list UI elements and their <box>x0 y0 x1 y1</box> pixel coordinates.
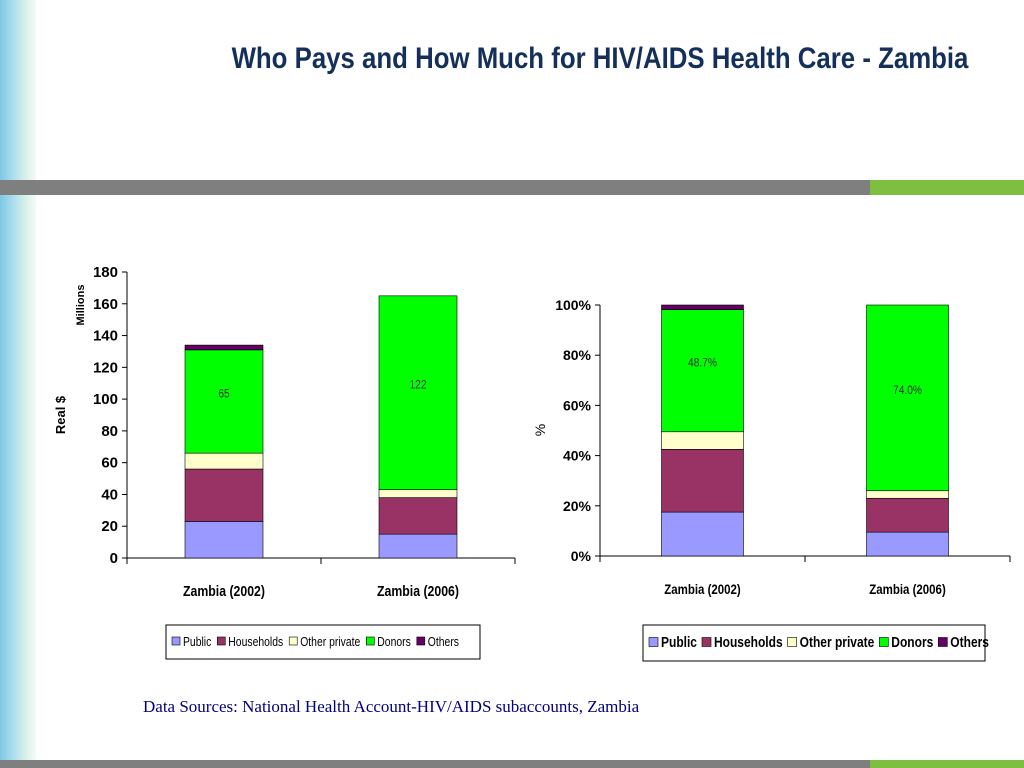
chart1-bar-households <box>378 497 458 535</box>
chart2-legend-swatch <box>701 637 712 647</box>
chart2-bar-donors <box>661 309 744 433</box>
chart2-y-tick-label: 20% <box>563 498 592 514</box>
chart1-category-label: Zambia (2002) <box>183 583 265 599</box>
chart1-legend-label: Others <box>428 635 459 649</box>
chart1-y-axis-label: Real $ <box>53 395 68 434</box>
chart2-bar-public <box>866 531 949 557</box>
chart2-legend-swatch <box>648 637 659 647</box>
chart2-legend-label: Public <box>661 634 697 651</box>
chart1-legend-swatch <box>288 636 298 646</box>
chart2-legend-swatch <box>938 637 948 647</box>
chart1-data-label: 122 <box>409 379 426 392</box>
chart2-y-tick-label: 60% <box>563 397 592 413</box>
chart2-legend-label: Households <box>714 634 783 651</box>
chart1-y-tick-label: 180 <box>93 264 118 281</box>
chart2-legend-label: Others <box>950 634 989 651</box>
chart1-category-label: Zambia (2006) <box>377 583 459 599</box>
chart1-y-tick-label: 160 <box>93 296 118 313</box>
chart1-bar-public <box>378 533 458 559</box>
chart2-legend-swatch <box>879 637 889 647</box>
chart1-legend-label: Other private <box>300 635 360 649</box>
left-decorative-stripe <box>0 0 36 768</box>
chart2-data-label: 74.0% <box>893 384 922 397</box>
top-divider-gray <box>0 180 870 195</box>
bottom-divider-gray <box>0 760 870 768</box>
chart2-bar-households <box>661 449 744 513</box>
chart2-bar-other-private <box>866 490 949 499</box>
chart2-category-label: Zambia (2002) <box>664 581 741 597</box>
page-title: Who Pays and How Much for HIV/AIDS Healt… <box>231 42 969 75</box>
chart1-y-tick-label: 80 <box>101 423 118 440</box>
chart1-y-tick-label: 0 <box>110 550 118 567</box>
chart1-legend-swatch <box>416 636 426 646</box>
chart1-legend-swatch <box>365 636 375 646</box>
chart2-y-axis-label: % <box>532 424 548 436</box>
chart1-y-tick-label: 20 <box>101 518 118 535</box>
data-source-note: Data Sources: National Health Account-HI… <box>143 697 640 716</box>
chart1-y-axis-unit: Millions <box>75 285 87 326</box>
chart2-data-label: 48.7% <box>688 357 717 370</box>
chart2-y-tick-label: 80% <box>563 347 592 363</box>
chart1-y-tick-label: 140 <box>93 328 118 345</box>
chart2-bar-donors <box>866 304 949 492</box>
chart2-legend-label: Other private <box>800 634 875 651</box>
chart1-bar-donors <box>184 349 264 454</box>
chart1-y-tick-label: 120 <box>93 359 118 376</box>
chart2-legend-label: Donors <box>891 634 933 651</box>
chart2-y-tick-label: 0% <box>571 548 592 564</box>
top-divider-green <box>870 180 1024 195</box>
chart1-bar-donors <box>378 295 458 490</box>
chart1-legend-label: Public <box>183 635 211 649</box>
chart1-legend-label: Households <box>228 635 283 649</box>
chart2-y-tick-label: 40% <box>563 448 592 464</box>
chart2-category-label: Zambia (2006) <box>869 581 946 597</box>
chart1-y-tick-label: 40 <box>101 486 118 503</box>
bottom-divider-green <box>870 760 1024 768</box>
chart2-bar-other-private <box>661 431 744 450</box>
chart1-bar-households <box>184 468 264 522</box>
chart2-legend-swatch <box>787 637 797 647</box>
chart1-bar-public <box>184 521 264 559</box>
chart2-y-tick-label: 100% <box>555 297 591 313</box>
chart1-legend-swatch <box>217 636 226 646</box>
chart1-legend-swatch <box>171 636 181 646</box>
chart2-bar-public <box>661 511 744 557</box>
chart1-bar-others <box>184 344 264 351</box>
chart2-bar-others <box>661 304 744 310</box>
chart1-data-label: 65 <box>218 388 229 401</box>
chart1-bar-other-private <box>378 489 458 498</box>
chart1-bar-other-private <box>184 452 264 470</box>
chart1-legend-label: Donors <box>377 635 411 649</box>
chart2-bar-households <box>866 497 949 533</box>
chart2-legend <box>642 624 986 662</box>
chart1-y-tick-label: 100 <box>93 391 118 408</box>
chart1-y-tick-label: 60 <box>101 455 118 472</box>
